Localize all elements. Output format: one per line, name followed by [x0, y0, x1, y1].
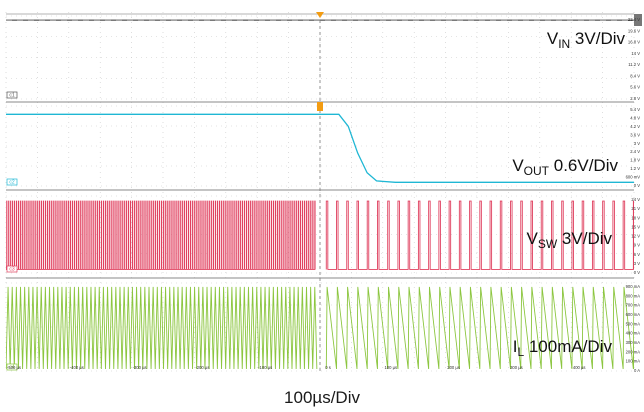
x-tick-label: 200 µs	[447, 365, 460, 370]
y-tick-label: 19.6 V	[628, 28, 640, 33]
x-tick-label: 0 s	[325, 365, 331, 370]
y-tick-label: 15 V	[631, 224, 640, 229]
y-tick-label: 400 mA	[626, 331, 641, 336]
channel-badge-label: c1	[9, 93, 15, 99]
y-tick-label: 24 V	[631, 197, 640, 202]
y-tick-label: 18 V	[631, 215, 640, 220]
y-tick-label: 3.6 V	[630, 132, 640, 137]
y-tick-label: 200 mA	[626, 349, 641, 354]
y-tick-label: 4.8 V	[630, 115, 640, 120]
trace-vsw-segment	[325, 200, 634, 270]
chart-markers	[6, 12, 642, 372]
x-tick-label: 400 µs	[573, 365, 586, 370]
y-tick-label: 4.2 V	[630, 124, 640, 129]
y-tick-label: 2.8 V	[630, 96, 640, 101]
chart-text: 22.4 V 19.6 V 16.8 V 14 V 11.2 V 8.4 V 5.6 V 2.…	[7, 17, 640, 373]
channel-badge	[6, 363, 18, 371]
trace-label-il: IL 100mA/Div	[513, 337, 613, 359]
trace-vout	[6, 113, 634, 183]
trace-label-vin: VIN 3V/Div	[547, 29, 626, 51]
y-tick-label: 21 V	[631, 206, 640, 211]
channel-badge-label: c3	[9, 267, 15, 273]
y-tick-label: 900 mA	[626, 284, 641, 289]
y-tick-label: 600 mA	[626, 312, 641, 317]
x-tick-label: 100 µs	[384, 365, 397, 370]
y-tick-label: 6 V	[634, 252, 640, 257]
y-tick-label: 14 V	[631, 51, 640, 56]
y-tick-label: 5.4 V	[630, 107, 640, 112]
y-tick-label: 1.8 V	[630, 158, 640, 163]
y-tick-label: 16.8 V	[628, 40, 640, 45]
channel-badge	[6, 91, 18, 99]
y-tick-label: 0 V	[634, 183, 640, 188]
y-tick-label: 3 V	[634, 141, 640, 146]
time-per-div-label: 100µs/Div	[284, 388, 360, 407]
y-tick-label: 600 mV	[626, 175, 641, 180]
x-tick-label: 300 µs	[510, 365, 523, 370]
y-tick-label: 300 mA	[626, 340, 641, 345]
y-tick-label: 0 V	[634, 270, 640, 275]
y-tick-label: 8.4 V	[630, 73, 640, 78]
y-tick-label: 700 mA	[626, 303, 641, 308]
y-tick-label: 12 V	[631, 234, 640, 239]
y-tick-label: 1.2 V	[630, 166, 640, 171]
x-tick-label: -100 µs	[258, 365, 272, 370]
x-tick-label: -200 µs	[195, 365, 209, 370]
y-tick-label: 5.6 V	[630, 85, 640, 90]
y-tick-label: 3 V	[634, 261, 640, 266]
y-tick-label: 11.2 V	[628, 62, 640, 67]
x-tick-label: -500 µs	[7, 365, 21, 370]
y-tick-label: 0 A	[634, 368, 640, 373]
y-tick-label: 2.4 V	[630, 149, 640, 154]
x-tick-label: -300 µs	[133, 365, 147, 370]
trace-label-vout: VOUT 0.6V/Div	[512, 156, 618, 178]
x-tick-label: -400 µs	[70, 365, 84, 370]
y-tick-label: 500 mA	[626, 321, 641, 326]
y-tick-label: 22.4 V	[628, 17, 640, 22]
trigger-marker-vout	[317, 102, 323, 111]
channel-badge-label: c4	[9, 365, 15, 371]
trace-label-vsw: VSW 3V/Div	[527, 229, 613, 251]
y-tick-label: 9 V	[634, 243, 640, 248]
trigger-marker-top	[316, 12, 324, 18]
channel-badge-label: c2	[9, 180, 15, 186]
channel-badge	[6, 178, 18, 186]
y-tick-label: 100 mA	[626, 359, 641, 364]
oscilloscope-chart: 22.4 V 19.6 V 16.8 V 14 V 11.2 V 8.4 V 5.6 V 2.…	[5, 12, 642, 373]
trace-il-segment	[325, 286, 634, 370]
trace-vsw-segment	[6, 200, 316, 270]
chart-grid	[5, 12, 635, 372]
y-tick-label: 800 mA	[626, 293, 641, 298]
scroll-handle	[634, 14, 642, 26]
channel-badge	[6, 265, 18, 273]
trace-il-segment	[6, 286, 318, 370]
